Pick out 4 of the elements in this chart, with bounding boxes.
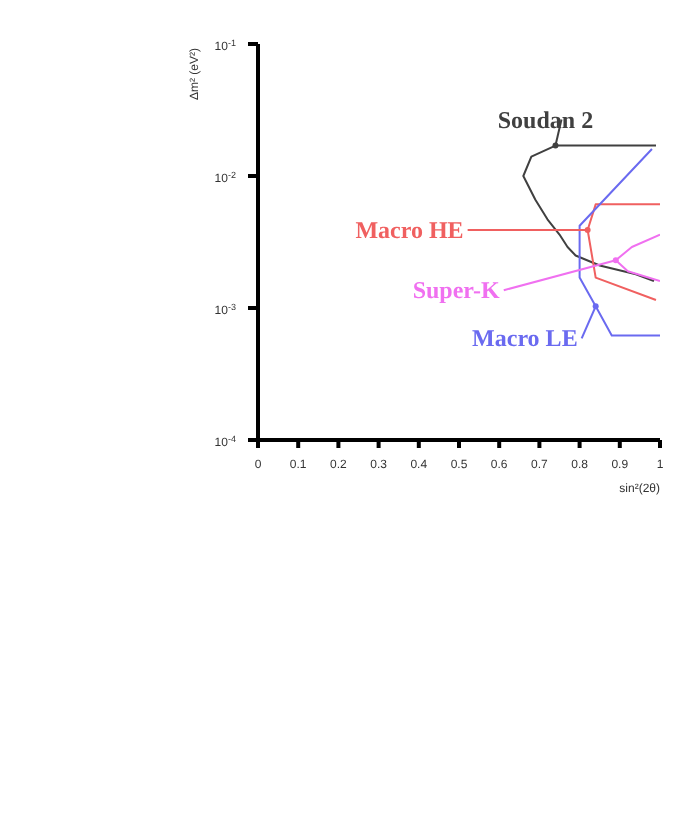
- legend-label: Macro LE: [472, 324, 578, 353]
- legend-label: Macro HE: [355, 215, 464, 244]
- legend-label: Super-K: [412, 276, 502, 305]
- series-label: Soudan 2: [497, 105, 594, 134]
